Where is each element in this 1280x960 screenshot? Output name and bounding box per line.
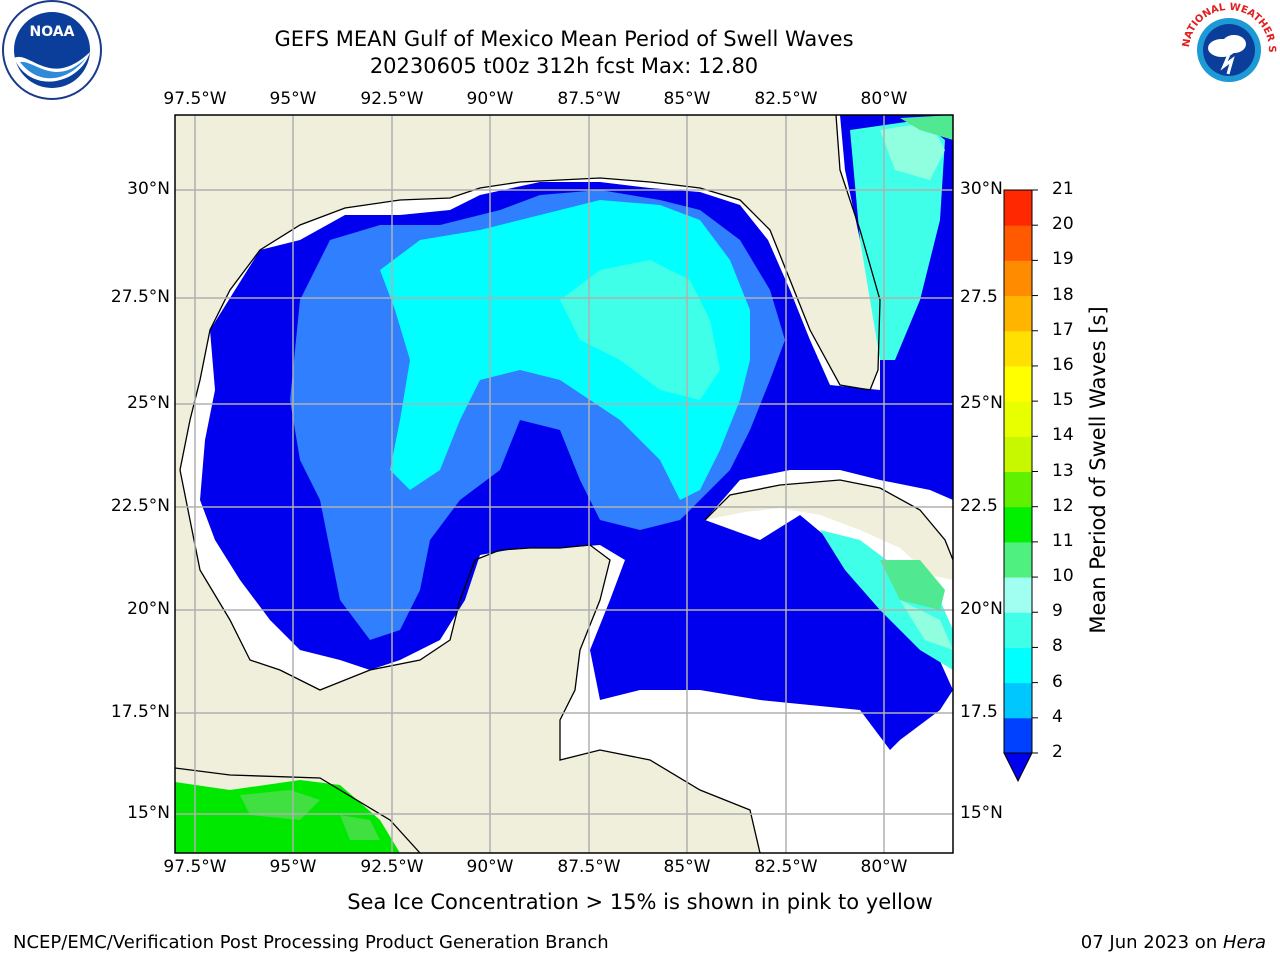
lon-label-top: 87.5°W [557,89,621,109]
lon-label-bottom: 95°W [269,857,317,877]
lon-label-top: 97.5°W [163,89,227,109]
colorbar-segment [1004,365,1032,402]
lat-label-right: 25°N [960,393,1003,413]
colorbar-segment [1004,682,1032,719]
colorbar-segment [1004,190,1032,226]
footer-host: Hera [1222,932,1266,953]
caption: Sea Ice Concentration > 15% is shown in … [347,890,933,914]
colorbar-segment [1004,330,1032,367]
lon-label-bottom: 85°W [663,857,711,877]
colorbar-segment [1004,717,1032,754]
chart-subtitle: 20230605 t00z 312h fcst Max: 12.80 [369,54,759,78]
cuba [705,480,953,580]
colorbar-tick-label: 10 [1052,566,1074,587]
colorbar-segment [1004,647,1032,684]
colorbar-segment [1004,471,1032,508]
swell-field-10-11s [880,115,953,610]
coastline [175,115,953,853]
lat-label-left: 27.5°N [110,287,170,307]
colorbar-tick-label: 19 [1052,249,1074,270]
lat-label-left: 20°N [127,599,170,619]
colorbar-tick-label: 11 [1052,530,1074,551]
lon-label-top: 85°W [663,89,711,109]
lat-label-left: 30°N [127,179,170,199]
colorbar-tick-label: 9 [1052,601,1063,622]
nws-logo: NATIONAL WEATHER SERVICE [1178,0,1277,97]
colorbar-tick-label: 8 [1052,636,1063,657]
lat-label-right: 17.5 [960,702,998,722]
colorbar-label: Mean Period of Swell Waves [s] [1086,306,1110,634]
colorbar-tick-label: 2 [1052,742,1063,762]
colorbar-tick-label: 14 [1052,425,1074,446]
footer-right: 07 Jun 2023 on Hera [1081,932,1266,953]
lon-label-bottom: 82.5°W [754,857,818,877]
colorbar-segment [1004,295,1032,332]
colorbar-segment [1004,577,1032,613]
map-area [175,115,953,853]
lon-label-bottom: 87.5°W [557,857,621,877]
lat-label-right: 20°N [960,599,1003,619]
map-frame [174,114,954,854]
lon-label-top: 95°W [269,89,317,109]
colorbar-tick-label: 18 [1052,284,1074,305]
colorbar-tick-label: 17 [1052,319,1074,340]
colorbar-segment [1004,541,1032,578]
footer-left: NCEP/EMC/Verification Post Processing Pr… [13,932,609,953]
colorbar-extend-arrow [1003,752,1033,783]
lon-label-top: 80°W [860,89,908,109]
lon-label-top: 92.5°W [360,89,424,109]
colorbar-segment [1004,401,1032,437]
lat-label-right: 22.5 [960,496,998,516]
colorbar [1003,189,1038,783]
lon-label-top: 82.5°W [754,89,818,109]
lat-label-left: 22.5°N [110,496,170,516]
lat-label-left: 25°N [127,393,170,413]
colorbar-tick-label: 13 [1052,460,1074,481]
footer-date: 07 Jun 2023 on [1080,932,1223,953]
lat-label-right: 15°N [960,803,1003,823]
lat-label-left: 15°N [127,803,170,823]
colorbar-segment [1004,612,1032,648]
noaa-logo-text: NOAA [30,24,75,40]
lat-label-left: 17.5°N [110,702,170,722]
lon-label-bottom: 80°W [860,857,908,877]
swell-field-12-13s [240,790,380,840]
lon-label-bottom: 97.5°W [163,857,227,877]
colorbar-segment [1004,225,1032,261]
colorbar-segment [1004,436,1032,472]
colorbar-tick-label: 21 [1052,179,1074,199]
chart-title: GEFS MEAN Gulf of Mexico Mean Period of … [274,27,854,51]
lon-label-top: 90°W [466,89,514,109]
lon-label-bottom: 92.5°W [360,857,424,877]
colorbar-tick-label: 4 [1052,706,1063,727]
colorbar-tick-label: 15 [1052,390,1074,411]
colorbar-tick-label: 20 [1052,214,1074,235]
colorbar-tick-label: 6 [1052,671,1063,692]
swell-field-8-9s [560,120,953,670]
colorbar-tick-label: 12 [1052,495,1074,516]
lat-label-right: 27.5 [960,287,998,307]
lat-label-right: 30°N [960,179,1003,199]
colorbar-tick-label: 16 [1052,354,1074,375]
lon-label-bottom: 90°W [466,857,514,877]
grid [175,115,953,853]
swell-field-9-10s [880,122,953,650]
colorbar-segment [1004,506,1032,543]
noaa-logo: NOAA [2,0,102,100]
colorbar-segment [1004,260,1032,297]
